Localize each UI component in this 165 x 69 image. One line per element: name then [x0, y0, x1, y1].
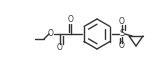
Text: S: S — [119, 30, 125, 39]
Text: O: O — [68, 16, 74, 24]
Text: O: O — [119, 41, 125, 51]
Text: O: O — [48, 30, 54, 39]
Text: O: O — [57, 43, 63, 53]
Text: O: O — [119, 18, 125, 26]
